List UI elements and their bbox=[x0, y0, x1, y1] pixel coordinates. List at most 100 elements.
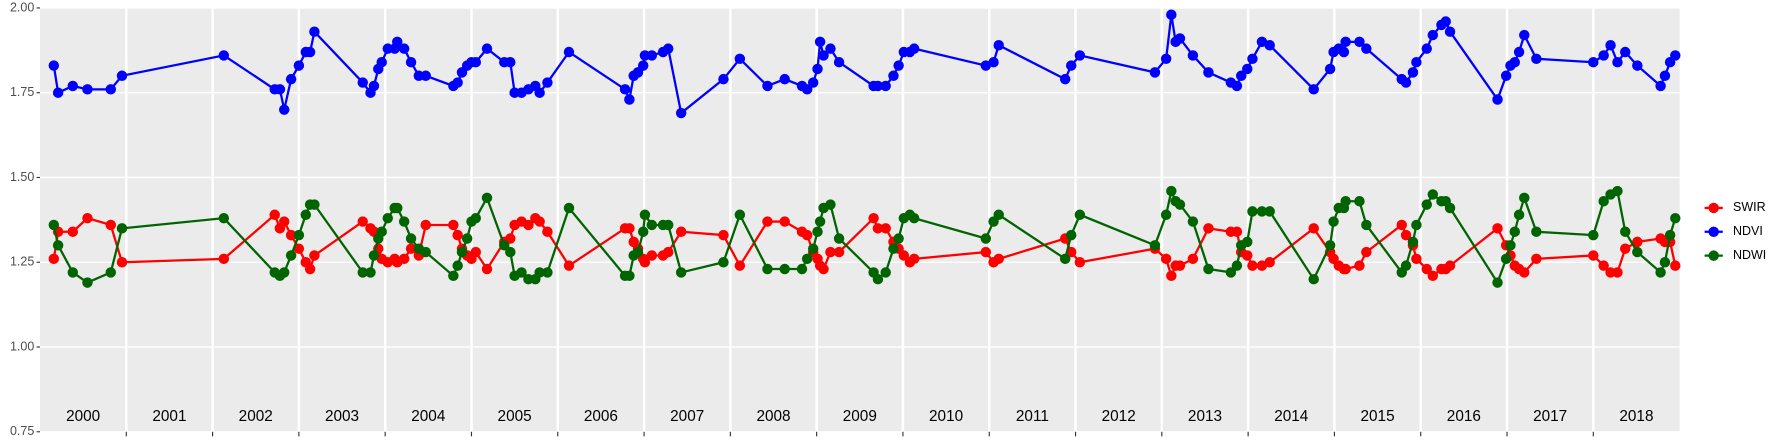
point bbox=[218, 253, 230, 265]
point bbox=[1659, 257, 1671, 268]
point bbox=[309, 26, 320, 37]
point bbox=[1187, 216, 1199, 227]
point bbox=[801, 253, 813, 265]
point bbox=[534, 216, 545, 227]
point bbox=[762, 216, 773, 227]
point bbox=[814, 36, 826, 48]
point bbox=[1166, 270, 1177, 282]
legend-marker bbox=[1708, 202, 1719, 214]
point bbox=[812, 63, 823, 75]
point bbox=[796, 263, 808, 275]
point bbox=[1203, 67, 1214, 78]
point bbox=[662, 246, 674, 258]
point bbox=[1519, 29, 1530, 41]
point bbox=[675, 226, 687, 237]
point bbox=[52, 87, 64, 98]
y-tick-label: 1.50 bbox=[10, 170, 34, 184]
point bbox=[637, 60, 649, 71]
point bbox=[1588, 229, 1599, 241]
point bbox=[1632, 236, 1643, 248]
point bbox=[1187, 50, 1199, 61]
point bbox=[1264, 206, 1275, 217]
legend-marker bbox=[1708, 226, 1719, 238]
point bbox=[1588, 250, 1599, 261]
point bbox=[278, 216, 290, 227]
point bbox=[993, 253, 1004, 265]
point bbox=[304, 46, 316, 58]
point bbox=[300, 209, 312, 221]
point bbox=[624, 94, 635, 105]
point bbox=[1411, 56, 1422, 68]
point bbox=[825, 43, 836, 54]
point bbox=[908, 43, 920, 54]
point bbox=[675, 107, 687, 119]
point bbox=[1203, 223, 1214, 234]
point bbox=[801, 229, 813, 241]
point bbox=[880, 223, 891, 234]
y-tick-label: 1.75 bbox=[10, 85, 34, 99]
point bbox=[368, 80, 380, 92]
point bbox=[1166, 9, 1177, 20]
point bbox=[1065, 229, 1077, 241]
point bbox=[1505, 240, 1516, 251]
point bbox=[675, 267, 687, 278]
y-tick-label: 2.00 bbox=[10, 0, 34, 14]
point bbox=[872, 273, 884, 285]
point bbox=[888, 243, 899, 254]
point bbox=[1421, 43, 1432, 54]
point bbox=[1670, 212, 1681, 224]
point bbox=[48, 253, 60, 265]
point bbox=[1361, 246, 1372, 258]
point bbox=[1235, 70, 1247, 81]
point bbox=[48, 219, 60, 231]
point bbox=[833, 56, 845, 68]
point bbox=[718, 257, 729, 268]
y-tick-label: 1.25 bbox=[10, 255, 34, 269]
point bbox=[868, 212, 879, 224]
point bbox=[376, 56, 387, 68]
year-label: 2003 bbox=[325, 408, 359, 425]
point bbox=[1509, 56, 1521, 68]
point bbox=[516, 267, 527, 278]
point bbox=[357, 267, 368, 278]
point bbox=[872, 80, 884, 92]
point bbox=[1444, 26, 1456, 37]
point bbox=[718, 229, 729, 241]
year-label: 2008 bbox=[756, 408, 790, 425]
point bbox=[1247, 260, 1258, 271]
point bbox=[67, 267, 79, 278]
point bbox=[481, 263, 493, 275]
point bbox=[1531, 253, 1542, 265]
year-label: 2002 bbox=[239, 408, 273, 425]
legend-label: NDVI bbox=[1733, 224, 1763, 238]
point bbox=[1427, 189, 1439, 200]
point bbox=[563, 260, 575, 271]
point bbox=[1588, 56, 1599, 68]
year-label: 2009 bbox=[843, 408, 877, 425]
point bbox=[1231, 226, 1243, 237]
point bbox=[470, 246, 482, 258]
point bbox=[1411, 253, 1422, 265]
point bbox=[116, 257, 128, 268]
point bbox=[1340, 195, 1351, 207]
legend-label: NDWI bbox=[1733, 248, 1766, 262]
point bbox=[1427, 29, 1439, 41]
point bbox=[980, 246, 992, 258]
point bbox=[807, 77, 819, 88]
point bbox=[1187, 253, 1199, 265]
point bbox=[1074, 50, 1086, 61]
point bbox=[1247, 53, 1258, 65]
point bbox=[646, 250, 658, 261]
point bbox=[1354, 260, 1365, 271]
point bbox=[285, 73, 297, 85]
point bbox=[461, 233, 473, 244]
point bbox=[825, 199, 836, 210]
point bbox=[662, 219, 674, 231]
point bbox=[880, 267, 891, 278]
point bbox=[779, 216, 790, 227]
point bbox=[481, 43, 493, 54]
point bbox=[278, 267, 290, 278]
point bbox=[448, 219, 459, 231]
point bbox=[563, 46, 575, 58]
